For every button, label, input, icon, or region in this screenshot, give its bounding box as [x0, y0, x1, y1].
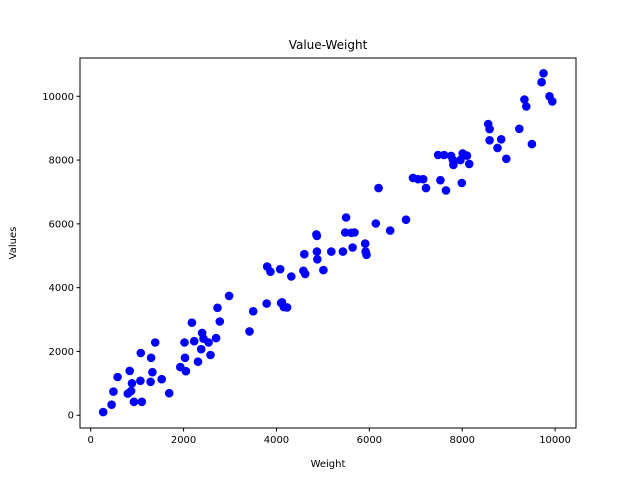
data-point [136, 376, 145, 386]
data-point [539, 69, 548, 78]
data-point [350, 228, 359, 237]
data-point [275, 264, 285, 274]
data-point [527, 139, 537, 149]
data-point [520, 95, 529, 104]
data-point [211, 333, 221, 343]
data-point [418, 174, 428, 184]
data-point [385, 226, 395, 235]
data-point [502, 154, 511, 164]
data-point [421, 183, 431, 193]
y-tick-label: 10000 [42, 92, 74, 103]
y-tick-label: 6000 [49, 219, 74, 230]
data-point [180, 338, 189, 347]
data-point [181, 366, 191, 376]
data-point [248, 307, 258, 316]
data-point [287, 272, 296, 281]
data-point [456, 155, 465, 165]
data-point [338, 247, 348, 256]
data-point [313, 254, 322, 264]
x-tick-label: 0 [87, 435, 93, 446]
y-tick-label: 0 [68, 411, 74, 422]
x-tick-label: 2000 [171, 435, 196, 446]
data-point [136, 348, 146, 358]
data-point [129, 397, 139, 407]
data-point [374, 183, 383, 193]
y-tick-label: 4000 [49, 283, 74, 294]
data-point [433, 150, 443, 160]
data-point [360, 239, 370, 248]
x-tick-label: 6000 [357, 435, 382, 446]
data-point [312, 231, 322, 241]
data-point [107, 400, 116, 410]
data-point [150, 338, 160, 347]
data-point [548, 97, 557, 106]
data-point [127, 379, 137, 388]
data-point [485, 124, 494, 134]
data-point [137, 397, 147, 407]
data-point [457, 178, 467, 188]
data-point [371, 219, 381, 228]
data-point [215, 317, 225, 326]
data-point [449, 160, 458, 170]
data-point [266, 267, 275, 277]
data-point [464, 159, 474, 169]
data-point [157, 374, 166, 384]
data-point [109, 387, 118, 396]
data-point [300, 269, 310, 279]
data-point [312, 247, 322, 256]
data-point [125, 366, 134, 376]
data-point [441, 186, 451, 195]
y-tick-label: 8000 [49, 156, 74, 167]
x-axis-ticks: 0 2000 4000 6000 8000 10000 [87, 428, 571, 446]
data-point [515, 124, 524, 134]
data-point [439, 150, 449, 160]
data-point [485, 136, 494, 145]
data-point [187, 318, 197, 328]
data-point [282, 303, 292, 312]
data-point [436, 175, 445, 185]
data-point [164, 388, 174, 398]
data-point [213, 303, 222, 313]
x-tick-label: 4000 [264, 435, 289, 446]
data-point [300, 249, 309, 259]
x-tick-label: 8000 [449, 435, 474, 446]
data-point [262, 299, 272, 308]
data-point [193, 357, 203, 367]
data-point [327, 247, 336, 256]
plot-frame [79, 57, 577, 429]
data-point [189, 336, 199, 346]
data-point [146, 377, 155, 387]
data-point [206, 350, 215, 360]
data-point [204, 338, 213, 347]
data-point [537, 77, 546, 87]
data-point [224, 291, 234, 301]
chart-title: Value-Weight [289, 38, 368, 52]
data-point [522, 102, 531, 111]
data-point [245, 327, 254, 336]
data-point [401, 215, 411, 224]
data-point [493, 143, 502, 153]
data-point [196, 344, 206, 354]
y-tick-label: 2000 [49, 347, 74, 358]
data-point [146, 353, 156, 363]
data-point [148, 367, 157, 377]
data-point [180, 353, 190, 363]
data-point [98, 407, 108, 417]
data-point [126, 386, 136, 396]
x-axis-title: Weight [311, 459, 346, 470]
data-point [362, 250, 371, 260]
data-points [98, 69, 557, 417]
data-point [319, 265, 328, 275]
data-point [113, 372, 122, 382]
data-point [341, 213, 351, 222]
x-tick-label: 10000 [539, 435, 571, 446]
data-point [496, 135, 506, 144]
data-point [348, 243, 357, 252]
data-point [462, 151, 472, 160]
y-axis-title: Values [8, 227, 19, 260]
y-axis-ticks: 0 2000 4000 6000 8000 10000 [42, 92, 80, 422]
